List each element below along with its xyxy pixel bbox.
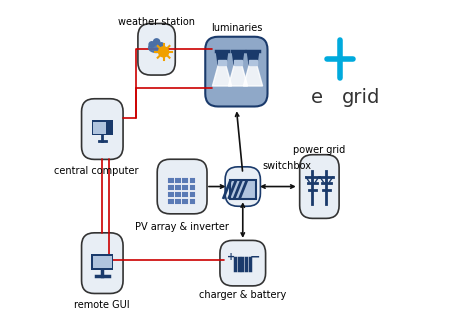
FancyBboxPatch shape [188, 184, 195, 190]
Polygon shape [246, 51, 258, 65]
FancyBboxPatch shape [230, 180, 255, 199]
FancyBboxPatch shape [219, 241, 265, 286]
FancyBboxPatch shape [93, 122, 105, 134]
FancyBboxPatch shape [181, 191, 187, 197]
FancyBboxPatch shape [188, 198, 195, 204]
FancyBboxPatch shape [224, 167, 260, 206]
FancyBboxPatch shape [205, 37, 267, 107]
FancyBboxPatch shape [138, 24, 175, 75]
FancyBboxPatch shape [181, 177, 187, 183]
FancyBboxPatch shape [81, 99, 123, 159]
FancyBboxPatch shape [174, 198, 180, 204]
FancyBboxPatch shape [91, 253, 113, 270]
FancyBboxPatch shape [188, 191, 195, 197]
FancyBboxPatch shape [299, 155, 338, 218]
Polygon shape [148, 43, 164, 52]
FancyBboxPatch shape [93, 256, 112, 268]
Text: +: + [226, 252, 234, 262]
Circle shape [158, 42, 164, 48]
FancyBboxPatch shape [167, 191, 174, 197]
Text: central computer: central computer [54, 166, 138, 176]
FancyBboxPatch shape [167, 184, 174, 190]
Polygon shape [216, 51, 227, 65]
Polygon shape [218, 61, 225, 65]
FancyBboxPatch shape [167, 177, 174, 183]
FancyBboxPatch shape [157, 159, 207, 214]
Circle shape [157, 46, 169, 58]
FancyBboxPatch shape [81, 233, 123, 293]
FancyBboxPatch shape [181, 184, 187, 190]
FancyBboxPatch shape [92, 119, 112, 136]
Circle shape [148, 41, 155, 48]
Text: grid: grid [341, 88, 379, 107]
Text: remote GUI: remote GUI [74, 300, 130, 310]
FancyBboxPatch shape [188, 177, 195, 183]
FancyBboxPatch shape [174, 191, 180, 197]
Text: switchbox: switchbox [261, 161, 310, 171]
FancyBboxPatch shape [174, 177, 180, 183]
Polygon shape [243, 65, 262, 86]
Text: charger & battery: charger & battery [199, 290, 286, 300]
FancyBboxPatch shape [181, 198, 187, 204]
Text: e: e [310, 88, 322, 107]
Polygon shape [234, 61, 241, 65]
Text: −: − [249, 250, 260, 263]
FancyBboxPatch shape [167, 198, 174, 204]
Polygon shape [249, 61, 256, 65]
Text: weather station: weather station [118, 17, 195, 27]
Polygon shape [228, 65, 247, 86]
Text: luminaries: luminaries [210, 23, 262, 33]
Text: power grid: power grid [293, 145, 345, 155]
FancyBboxPatch shape [106, 119, 111, 136]
Text: PV array & inverter: PV array & inverter [135, 222, 229, 232]
Circle shape [152, 38, 160, 46]
FancyBboxPatch shape [174, 184, 180, 190]
Polygon shape [232, 51, 243, 65]
Polygon shape [212, 65, 231, 86]
